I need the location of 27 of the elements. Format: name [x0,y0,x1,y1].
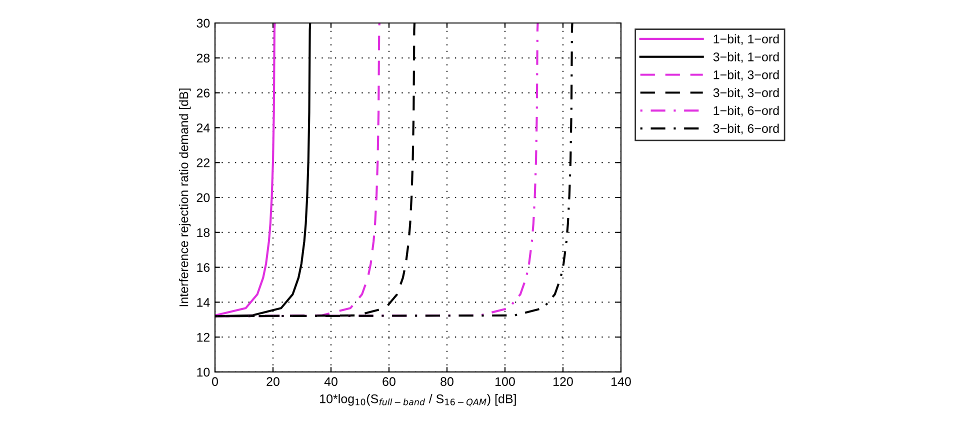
y-tick-label: 22 [196,158,210,168]
legend-label: 1−bit, 6−ord [714,106,779,117]
x-axis-title: 10*log$_{10}$(S$_{full−band}$ / S$_{16−QAM}$) [dB] [320,394,516,406]
x-tick-label: 100 [496,377,515,386]
y-tick-label: 28 [196,54,210,63]
x-tick-label: 120 [554,377,573,386]
y-axis-title: Interference rejection ratio demand [dB] [179,88,191,306]
y-tick-label: 18 [197,228,210,238]
y-tick-label: 24 [196,124,210,132]
legend-label: 3−bit, 1−ord [713,52,779,63]
x-tick-label: 20 [266,377,280,386]
y-tick-label: 10 [197,368,210,377]
y-tick-label: 30 [196,18,210,28]
y-tick-label: 12 [197,332,210,342]
x-tick-label: 80 [440,377,454,386]
y-tick-label: 16 [197,263,210,272]
y-tick-label: 26 [196,88,210,98]
y-tick-label: 14 [197,298,210,307]
x-tick-label: 40 [324,377,338,386]
x-tick-label: 60 [382,377,396,386]
legend-label: 3−bit, 3−ord [713,88,779,99]
legend-label: 1−bit, 3−ord [714,70,779,81]
x-tick-label: 140 [611,377,631,386]
x-tick-label: 0 [212,377,218,386]
legend-label: 3−bit, 6−ord [713,124,779,134]
y-tick-label: 20 [196,193,210,202]
legend-label: 1−bit, 1−ord [714,34,779,45]
